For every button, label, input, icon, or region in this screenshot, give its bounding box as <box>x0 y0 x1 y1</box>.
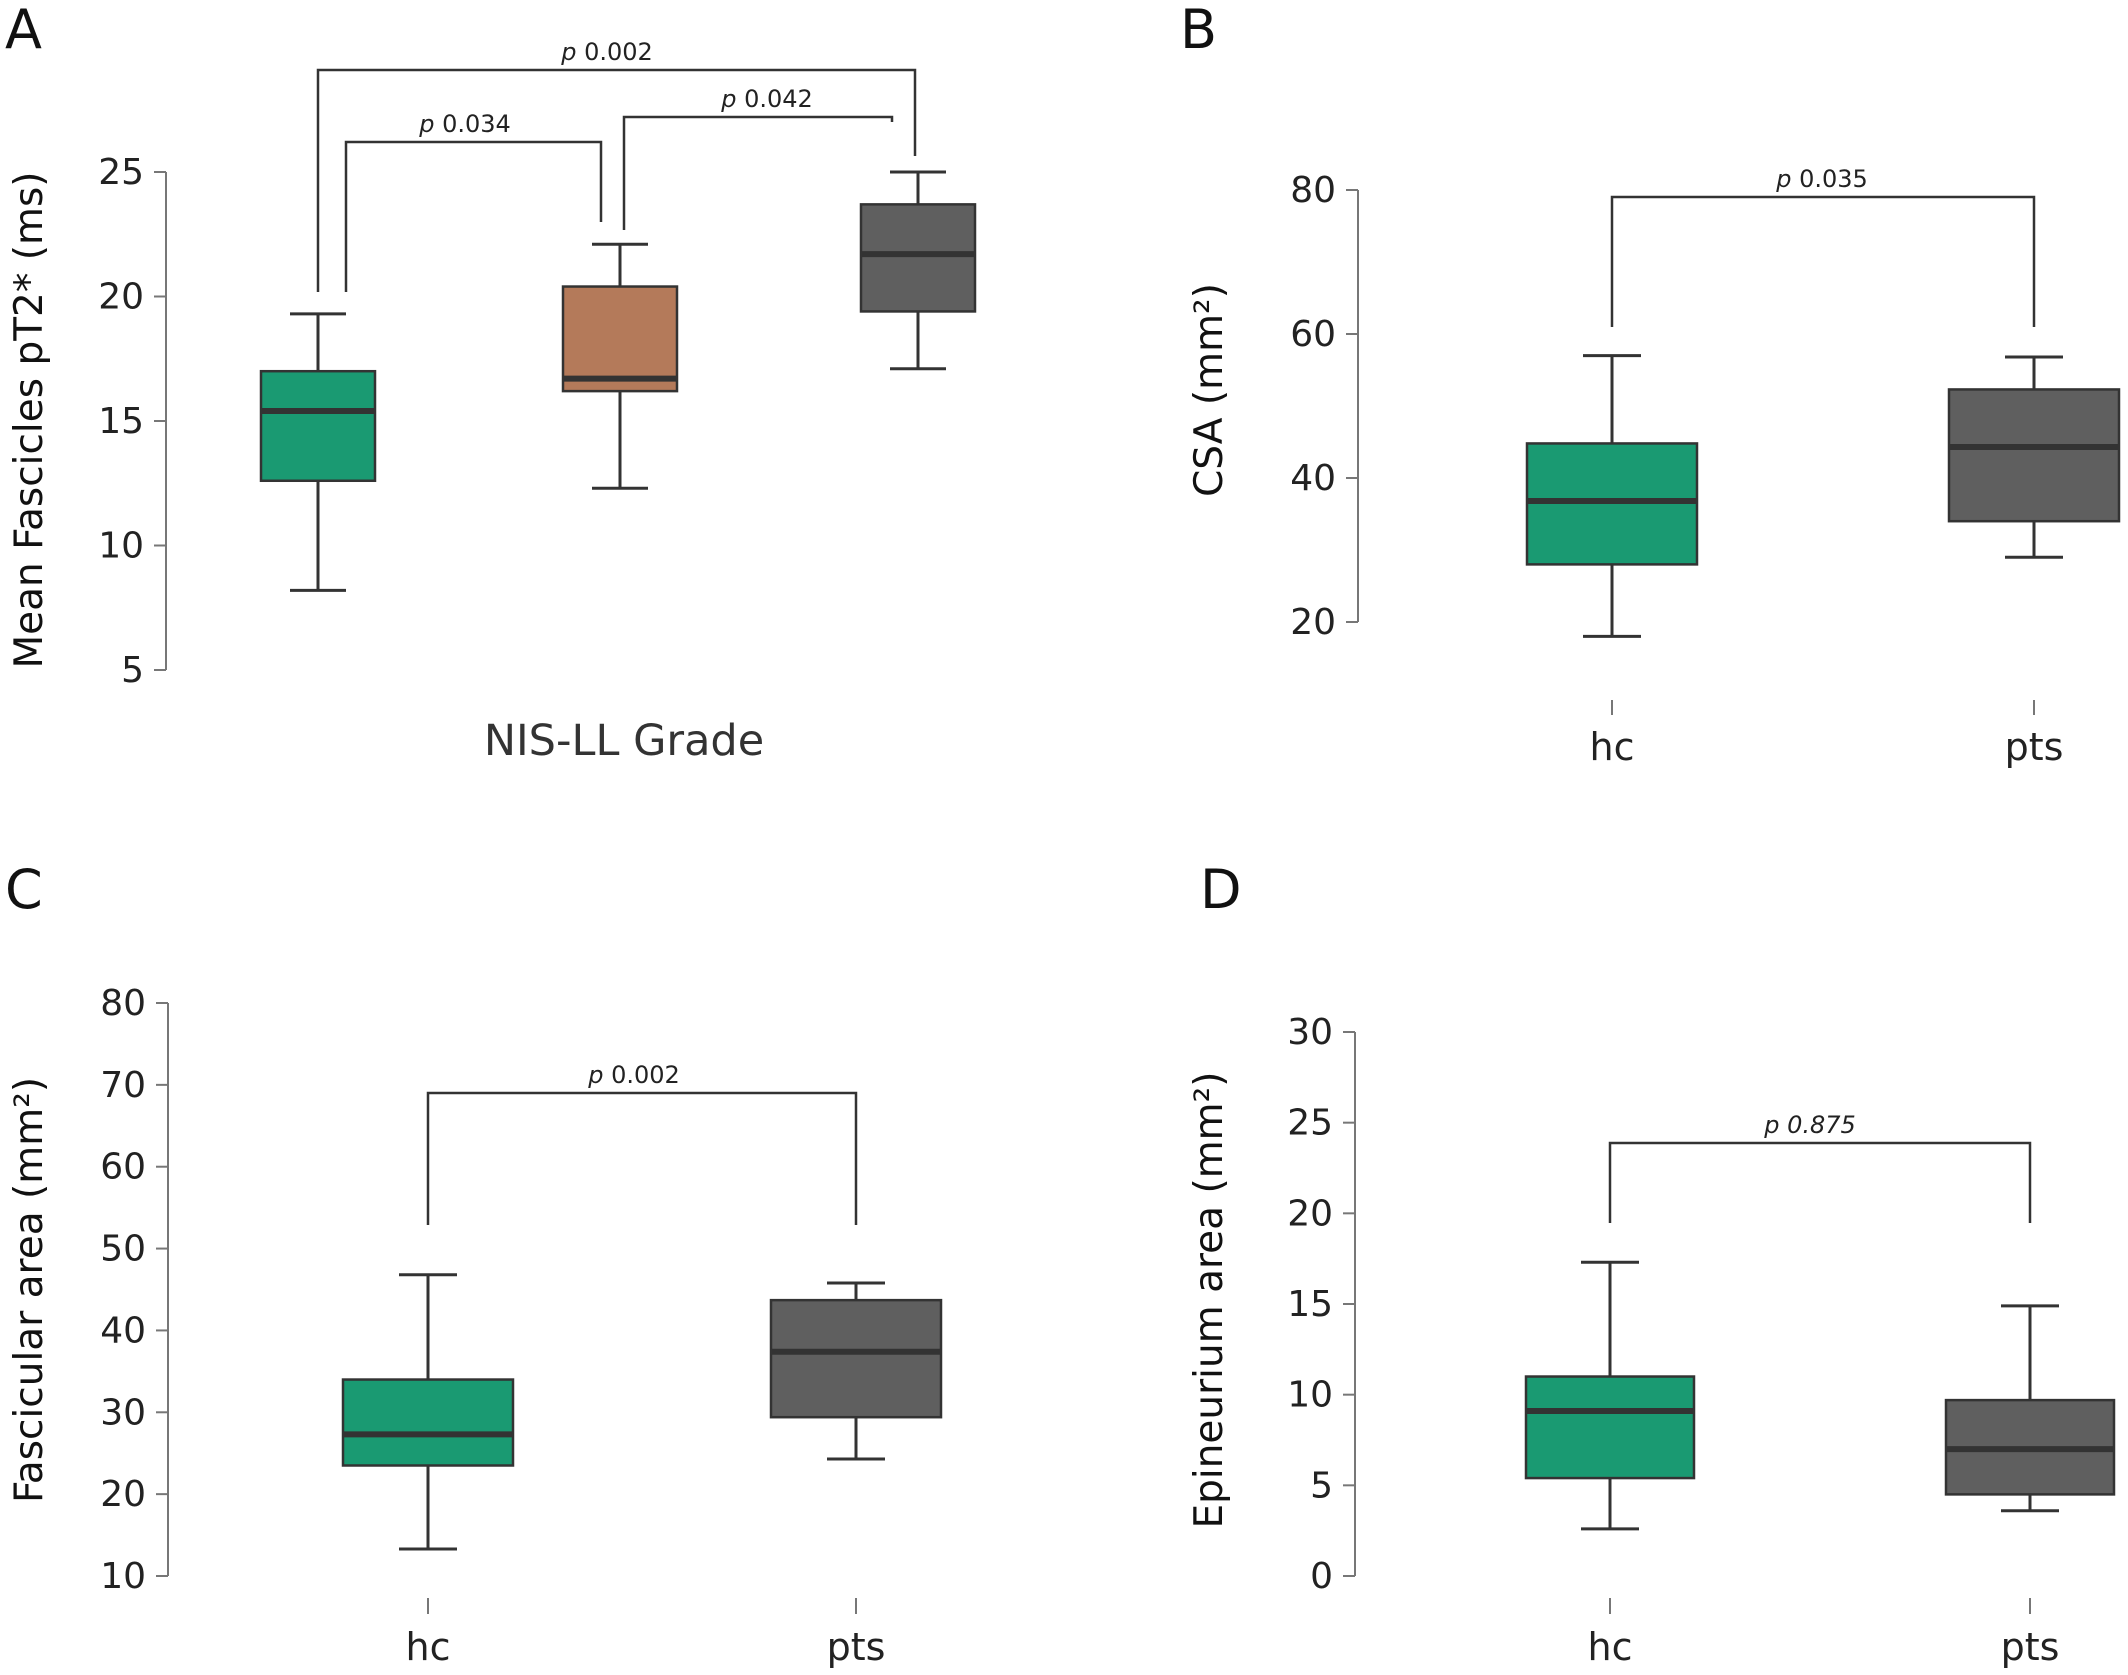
bracket-line <box>622 115 894 230</box>
y-tick-label: 20 <box>1290 602 1336 643</box>
panel-b: B 20 40 60 80 CSA (mm²) hc pts p 0.035 <box>1180 0 2121 769</box>
box-2 <box>1944 1304 2116 1513</box>
comparison-bracket: p 0.002 <box>426 1061 858 1225</box>
box-2 <box>1947 355 2121 559</box>
bracket-line <box>426 1091 858 1225</box>
y-tick-label: 80 <box>100 983 146 1024</box>
comparison-bracket: p 0.875 <box>1608 1111 2032 1223</box>
y-tick-label: 10 <box>1287 1375 1333 1416</box>
y-tick-label: 10 <box>100 1556 146 1597</box>
panel-c: C 10 20 30 40 50 60 70 80 Fascicular area (mm²) hc… <box>5 858 943 1669</box>
panel-letter: B <box>1180 0 1217 61</box>
y-tick-label: 0 <box>1310 1556 1333 1597</box>
y-tick-label: 20 <box>1287 1193 1333 1234</box>
comparison-bracket: p 0.034 <box>344 110 603 292</box>
y-tick-label: 60 <box>1290 314 1336 355</box>
x-tick-label: hc <box>1590 725 1635 769</box>
box-1 <box>259 312 377 592</box>
iqr-box <box>769 1298 943 1419</box>
p-value-label: p 0.034 <box>418 110 511 138</box>
box-1 <box>1524 1260 1696 1531</box>
x-tick-label: pts <box>827 1625 886 1669</box>
comparison-bracket: p 0.002 <box>316 38 917 292</box>
y-axis-title: Fascicular area (mm²) <box>7 1077 52 1503</box>
iqr-box <box>1947 388 2121 523</box>
y-tick-label: 25 <box>1287 1103 1333 1144</box>
p-value-label: p 0.002 <box>587 1061 680 1089</box>
box-2 <box>561 242 679 490</box>
box-3 <box>859 170 977 371</box>
bracket-line <box>1610 195 2036 327</box>
iqr-box <box>259 369 377 483</box>
bracket-line <box>1608 1141 2032 1223</box>
comparison-bracket: p 0.042 <box>622 85 894 230</box>
p-value-label: p 0.002 <box>560 38 653 66</box>
y-tick-label: 60 <box>100 1147 146 1188</box>
panel-d: D 0 5 10 15 20 25 30 Epineurium area (mm²) hc pts p… <box>1187 858 2116 1669</box>
y-tick-label: 70 <box>100 1065 146 1106</box>
y-tick-label: 15 <box>98 401 144 442</box>
y-tick-label: 10 <box>98 526 144 567</box>
y-tick-label: 20 <box>100 1474 146 1515</box>
box-1 <box>1525 354 1699 638</box>
p-value-label: p 0.875 <box>1763 1111 1856 1139</box>
y-tick-label: 5 <box>1310 1465 1333 1506</box>
comparison-bracket: p 0.035 <box>1610 165 2036 327</box>
x-tick-label: hc <box>1588 1625 1633 1669</box>
y-axis-title: CSA (mm²) <box>1187 283 1232 497</box>
iqr-box <box>859 203 977 313</box>
y-tick-label: 20 <box>98 277 144 318</box>
y-tick-label: 80 <box>1290 170 1336 211</box>
p-value-label: p 0.035 <box>1775 165 1868 193</box>
x-tick-label: pts <box>2005 725 2064 769</box>
y-axis-title: Mean Fascicles pT2* (ms) <box>7 171 52 668</box>
y-tick-label: 40 <box>100 1310 146 1351</box>
panel-letter: D <box>1200 858 1242 921</box>
y-tick-label: 40 <box>1290 458 1336 499</box>
panel-letter: C <box>5 858 43 921</box>
y-tick-label: 30 <box>1287 1012 1333 1053</box>
y-axis-title: Epineurium area (mm²) <box>1187 1071 1232 1528</box>
y-tick-label: 50 <box>100 1229 146 1270</box>
panel-a: A 5 10 15 20 25 Mean Fascicles pT2* (ms) NIS-LL… <box>5 0 977 766</box>
y-tick-label: 30 <box>100 1392 146 1433</box>
box-1 <box>341 1273 515 1551</box>
bracket-line <box>316 68 917 292</box>
y-tick-label: 5 <box>121 650 144 691</box>
p-value-label: p 0.042 <box>720 85 813 113</box>
panel-letter: A <box>5 0 42 61</box>
iqr-box <box>561 285 679 393</box>
y-tick-label: 15 <box>1287 1284 1333 1325</box>
y-tick-label: 25 <box>98 152 144 193</box>
x-axis-title: NIS-LL Grade <box>484 716 764 766</box>
bracket-line <box>344 140 603 292</box>
x-tick-label: hc <box>406 1625 451 1669</box>
x-tick-label: pts <box>2001 1625 2060 1669</box>
box-2 <box>769 1281 943 1461</box>
iqr-box <box>341 1378 515 1467</box>
iqr-box <box>1524 1375 1696 1480</box>
